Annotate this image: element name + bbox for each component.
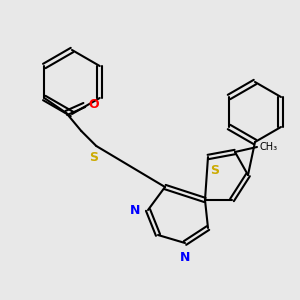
Text: S: S xyxy=(89,151,98,164)
Text: N: N xyxy=(130,203,140,217)
Text: O: O xyxy=(88,98,99,112)
Text: S: S xyxy=(210,164,219,177)
Text: N: N xyxy=(180,251,190,264)
Text: CH₃: CH₃ xyxy=(260,142,278,152)
